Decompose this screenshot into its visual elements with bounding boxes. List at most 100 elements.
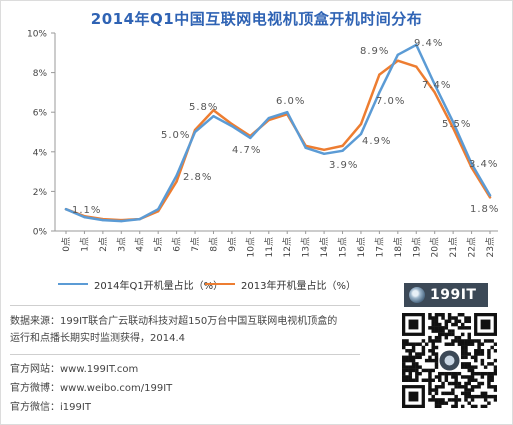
x-tick-label: 3点 [116,237,127,252]
data-point-1 [415,65,418,68]
data-label: 7.4% [422,80,451,91]
legend-swatch-2013 [205,283,235,285]
x-tick-label: 8点 [208,237,219,252]
source-line-1: 数据来源：199IT联合广云联动科技对超150万台中国互联网电视机顶盒的 [10,316,338,327]
data-point-0 [322,152,326,155]
x-tick-label: 5点 [153,237,164,252]
data-label: 9.4% [414,38,443,49]
chart-title: 2014年Q1中国互联网电视机顶盒开机时间分布 [90,10,423,28]
data-point-1 [322,148,326,152]
data-source: 数据来源：199IT联合广云联动科技对超150万台中国互联网电视机顶盒的 运行和… [10,313,370,347]
data-label: 5.8% [189,102,218,113]
data-point-0 [156,208,160,211]
official-wechat: 官方微信：i199IT [10,402,91,413]
divider-bottom [10,354,360,355]
y-tick-label: 8% [33,69,48,79]
data-point-0 [212,114,215,118]
x-tick-label: 11点 [264,237,275,257]
brand-logo: 199IT [404,283,488,307]
x-tick-label: 9点 [227,237,238,252]
x-tick-label: 12点 [282,237,293,257]
x-tick-label: 21点 [448,237,459,257]
data-point-0 [267,116,270,120]
data-point-0 [433,83,436,86]
official-weibo[interactable]: 官方微博：www.weibo.com/199IT [10,383,173,394]
data-label: 4.7% [232,145,261,156]
data-label: 8.9% [360,46,389,57]
data-point-1 [433,91,436,94]
data-point-0 [378,91,381,94]
data-label: 5.0% [161,130,190,141]
globe-icon [409,287,425,303]
data-label: 3.9% [329,160,358,171]
data-point-0 [488,194,492,197]
x-tick-label: 7点 [190,237,201,252]
data-point-1 [341,144,344,148]
data-label: 4.9% [362,136,391,147]
x-tick-label: 1点 [79,237,90,252]
x-tick-label: 16点 [356,237,367,257]
data-label: 5.5% [442,119,471,130]
legend-label-2014: 2014年Q1开机量占比（%） [94,280,224,292]
x-tick-label: 23点 [485,237,496,257]
x-tick-label: 17点 [374,237,385,257]
x-tick-label: 2点 [98,237,109,252]
y-tick-label: 10% [27,30,47,40]
official-website[interactable]: 官方网站：www.199IT.com [10,364,139,375]
legend-swatch-2014 [58,283,88,285]
y-tick-label: 0% [33,228,48,238]
data-point-0 [175,174,178,177]
x-tick-label: 10点 [245,237,256,257]
y-tick-label: 6% [33,109,48,119]
data-point-0 [470,162,473,165]
data-point-0 [230,124,234,128]
y-tick-label: 4% [33,148,48,158]
legend-item-2013: 2013年开机量占比（%） [205,276,356,292]
x-tick-label: 19点 [411,237,422,257]
legend-item-2014: 2014年Q1开机量占比（%） [58,276,223,292]
x-tick-label: 0点 [61,237,72,252]
data-label: 1.8% [470,204,499,215]
data-point-0 [64,208,68,211]
data-point-1 [212,109,215,112]
data-label: 1.1% [72,205,101,216]
x-tick-label: 4点 [135,237,146,252]
data-point-0 [101,218,105,222]
logo-text: 199IT [430,287,477,303]
qr-code-icon [402,313,497,408]
data-point-1 [396,59,400,62]
data-point-1 [359,122,363,126]
data-point-0 [341,149,344,153]
data-point-0 [396,53,400,56]
data-point-0 [451,120,455,124]
legend-label-2013: 2013年开机量占比（%） [241,280,356,292]
x-tick-label: 20点 [430,237,441,257]
data-point-1 [451,126,455,130]
data-point-0 [138,217,141,221]
data-point-0 [193,130,197,134]
data-point-0 [83,215,86,219]
x-tick-label: 22点 [467,237,478,257]
x-tick-label: 14点 [319,237,330,257]
data-point-0 [249,136,252,140]
data-point-0 [286,111,289,114]
x-tick-label: 6点 [172,237,183,252]
x-tick-label: 18点 [393,237,404,257]
data-point-0 [359,132,363,136]
divider-top [10,305,360,306]
data-point-1 [378,73,381,76]
data-point-0 [120,219,123,223]
series-line-0 [64,43,492,223]
data-label: 7.0% [376,96,405,107]
x-tick-label: 13点 [301,237,312,257]
data-point-0 [415,43,418,47]
data-point-1 [175,180,178,183]
data-point-1 [488,196,492,199]
data-label: 2.8% [183,172,212,183]
data-label: 6.0% [276,96,305,107]
data-label: 3.4% [469,159,498,170]
data-point-0 [304,146,307,150]
x-tick-label: 15点 [338,237,349,257]
source-line-2: 运行和点播长期实时监测获得，2014.4 [10,333,185,344]
